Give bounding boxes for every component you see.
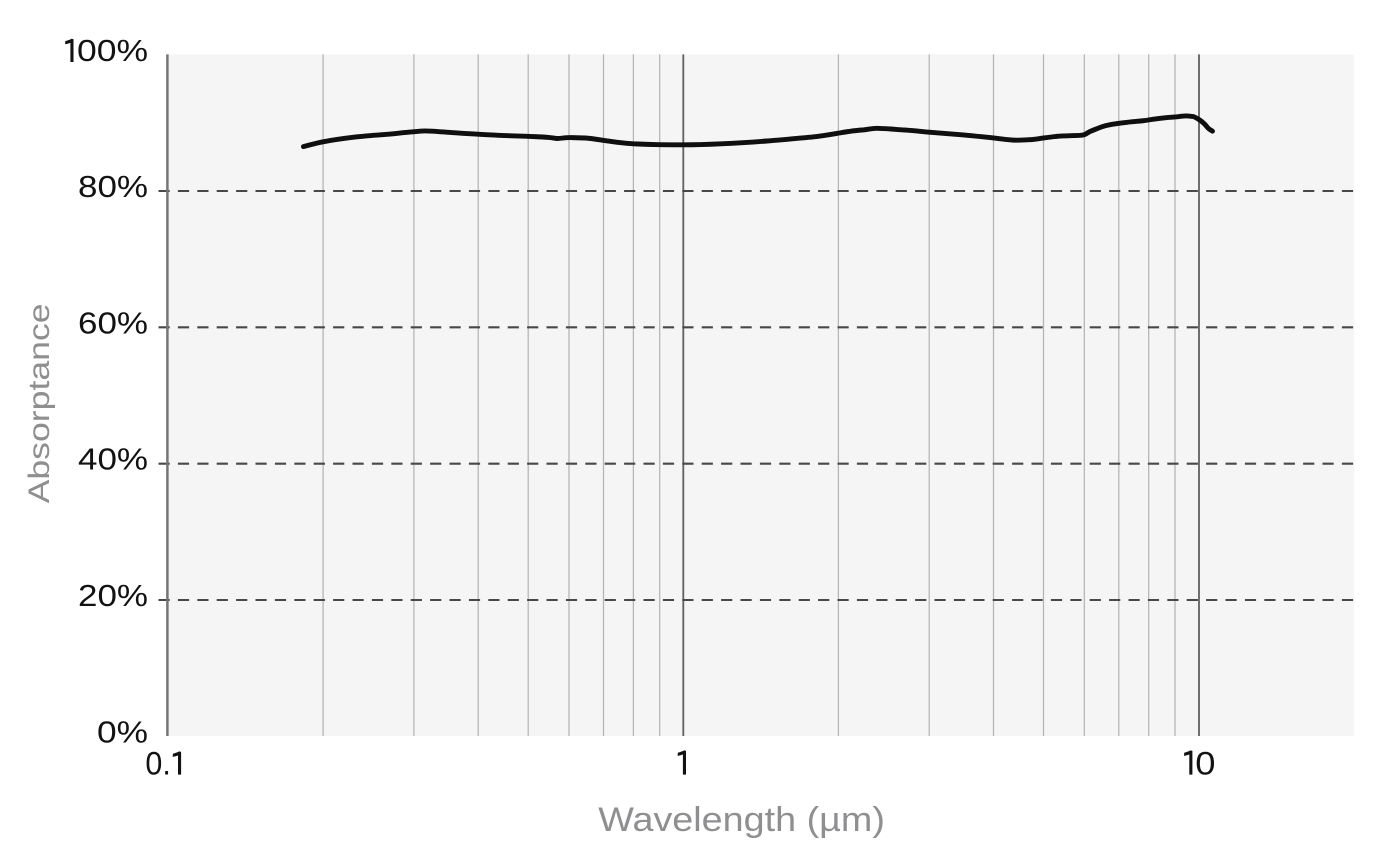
svg-text:40%: 40% bbox=[78, 442, 148, 477]
svg-text:0%: 0% bbox=[97, 714, 148, 749]
svg-text:00%: 00% bbox=[77, 33, 148, 68]
svg-text:80%: 80% bbox=[78, 169, 148, 204]
svg-text:60%: 60% bbox=[78, 305, 148, 340]
svg-text:Absorptance: Absorptance bbox=[23, 303, 56, 503]
svg-text:Wavelength (µm): Wavelength (µm) bbox=[598, 801, 885, 839]
svg-text:20%: 20% bbox=[78, 578, 148, 613]
svg-text:0: 0 bbox=[1195, 746, 1215, 782]
svg-text:0.: 0. bbox=[145, 746, 170, 782]
